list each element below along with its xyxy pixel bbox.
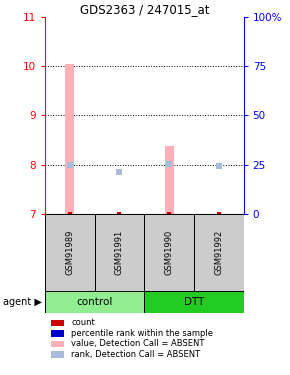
Bar <box>95 214 144 291</box>
Text: GSM91991: GSM91991 <box>115 230 124 275</box>
Text: value, Detection Call = ABSENT: value, Detection Call = ABSENT <box>71 339 204 348</box>
Text: GSM91992: GSM91992 <box>214 230 223 275</box>
Title: GDS2363 / 247015_at: GDS2363 / 247015_at <box>79 3 209 16</box>
Bar <box>45 291 144 313</box>
Bar <box>65 64 74 214</box>
Text: control: control <box>77 297 113 307</box>
Text: GSM91990: GSM91990 <box>165 230 174 275</box>
Bar <box>144 291 244 313</box>
Text: agent ▶: agent ▶ <box>3 297 42 307</box>
Bar <box>144 214 194 291</box>
Text: DTT: DTT <box>184 297 204 307</box>
Text: percentile rank within the sample: percentile rank within the sample <box>71 329 213 338</box>
Text: GSM91989: GSM91989 <box>65 230 74 275</box>
Text: rank, Detection Call = ABSENT: rank, Detection Call = ABSENT <box>71 350 200 359</box>
Bar <box>45 214 95 291</box>
Bar <box>194 214 244 291</box>
Bar <box>165 146 174 214</box>
Text: count: count <box>71 318 95 327</box>
